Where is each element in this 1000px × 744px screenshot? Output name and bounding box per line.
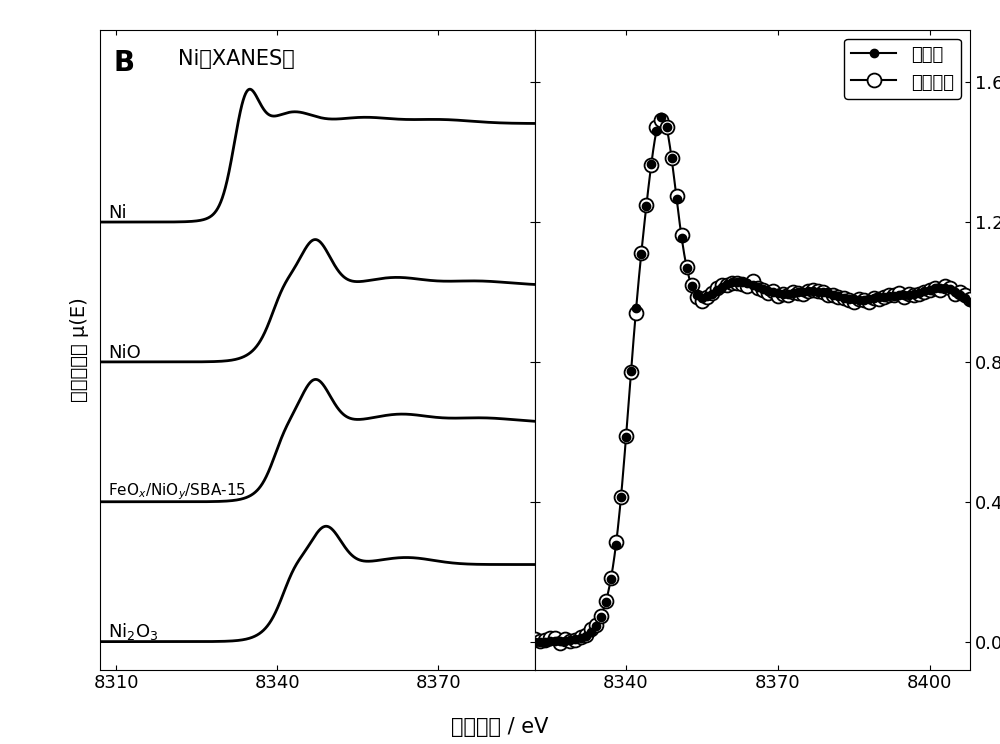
Text: Ni的XANES谱: Ni的XANES谱 xyxy=(178,49,295,69)
Text: FeO$_x$/NiO$_y$/SBA-15: FeO$_x$/NiO$_y$/SBA-15 xyxy=(108,481,246,501)
Text: B: B xyxy=(113,49,134,77)
Legend: 本发明, 拟合曲线: 本发明, 拟合曲线 xyxy=(844,39,961,99)
Text: NiO: NiO xyxy=(108,344,141,362)
Text: Ni: Ni xyxy=(108,204,127,222)
Text: 光子能量 / eV: 光子能量 / eV xyxy=(451,716,549,737)
Y-axis label: 归一化吸收 μ(E): 归一化吸收 μ(E) xyxy=(70,298,89,402)
Text: Ni$_2$O$_3$: Ni$_2$O$_3$ xyxy=(108,620,159,641)
